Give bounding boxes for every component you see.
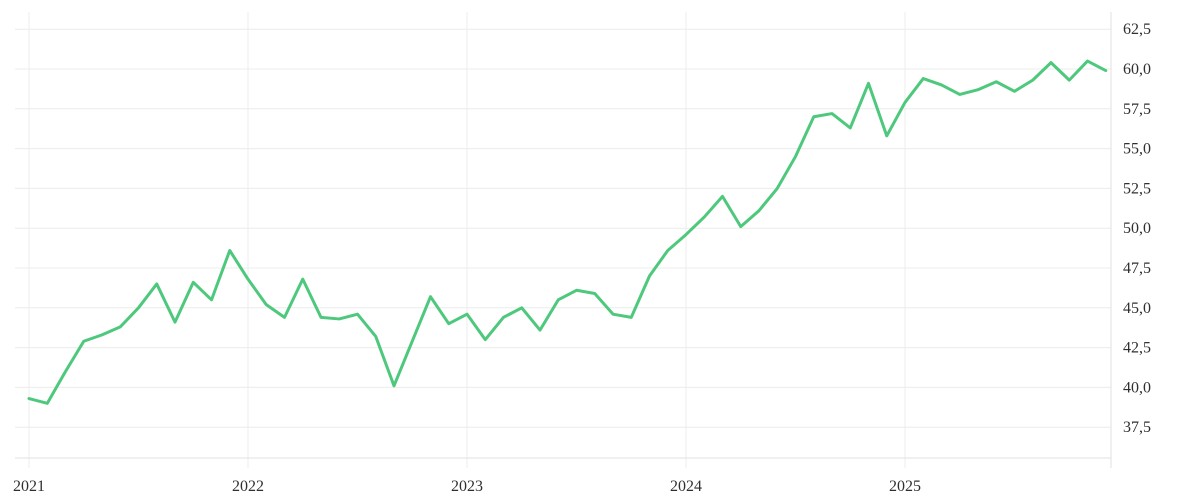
y-tick-label: 40,0: [1123, 379, 1151, 396]
y-tick-label: 52,5: [1123, 180, 1151, 197]
x-tick-label: 2025: [889, 478, 921, 495]
y-tick-label: 55,0: [1123, 141, 1151, 158]
y-tick-label: 47,5: [1123, 260, 1151, 277]
x-tick-label: 2024: [670, 478, 702, 495]
y-tick-label: 45,0: [1123, 300, 1151, 317]
x-tick-label: 2021: [13, 478, 45, 495]
y-tick-label: 37,5: [1123, 419, 1151, 436]
y-tick-label: 60,0: [1123, 61, 1151, 78]
x-tick-label: 2022: [232, 478, 264, 495]
y-tick-label: 50,0: [1123, 220, 1151, 237]
y-tick-label: 42,5: [1123, 340, 1151, 357]
x-tick-label: 2023: [451, 478, 483, 495]
y-tick-label: 57,5: [1123, 101, 1151, 118]
price-series-line[interactable]: [27, 59, 1108, 405]
y-tick-label: 62,5: [1123, 21, 1151, 38]
